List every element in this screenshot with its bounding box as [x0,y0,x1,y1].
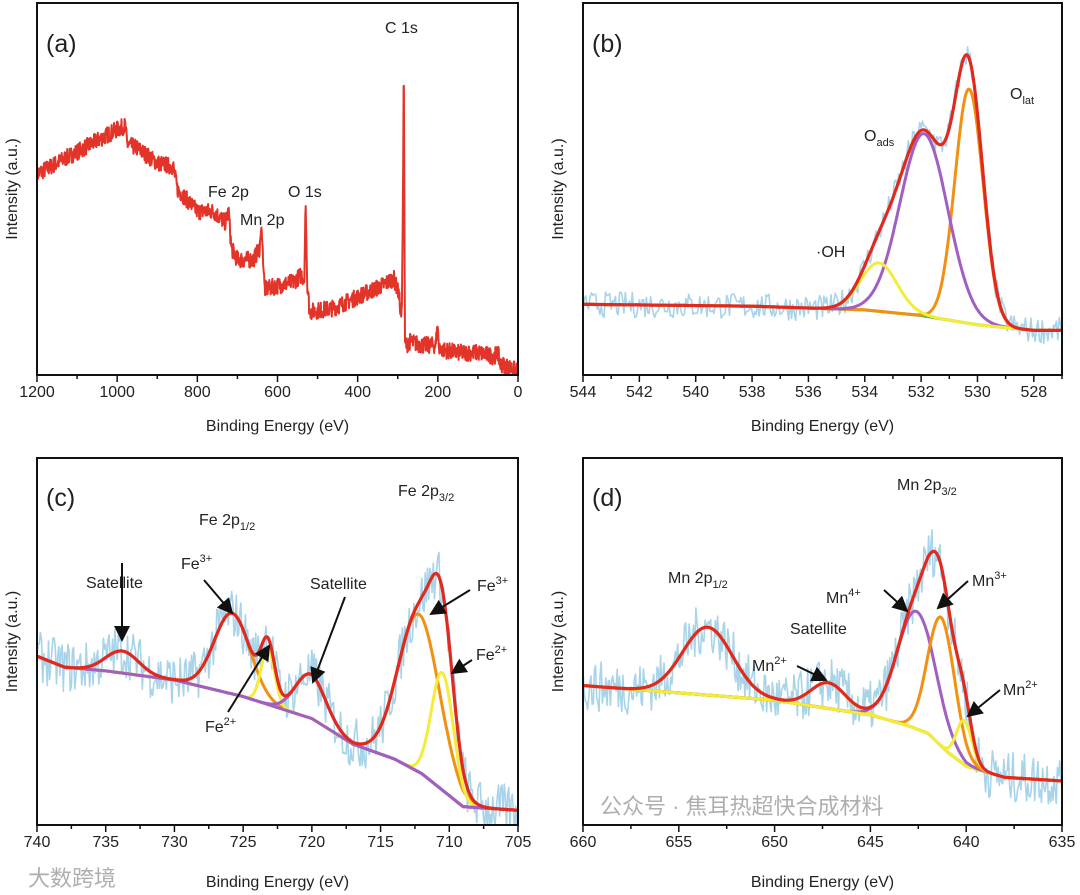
x-tick-label: 645 [857,834,884,851]
x-tick-label: 660 [570,834,597,851]
arrow [227,644,271,713]
series-component-o-lat [583,87,1062,332]
annotation-mn2-2: Mn2+ [1003,679,1038,699]
arrows-d [796,580,1001,718]
annotation-satellite-2: Satellite [310,576,367,593]
annotation-mn3: Mn3+ [972,570,1007,590]
annotation-o1s: O 1s [288,184,322,201]
x-tick-label: 532 [908,384,935,401]
x-tick-label: 640 [953,834,980,851]
x-tick-label: 800 [184,384,211,401]
y-axis-title: Intensity (a.u.) [550,138,567,239]
axes-frame [582,457,1063,826]
x-axis-title: Binding Energy (eV) [206,874,349,891]
annotation-mn4: Mn4+ [826,587,861,607]
x-tick-label: 400 [344,384,371,401]
panel-b: 544 542 540 538 536 534 532 530 528 Binding Energ… [550,2,1063,435]
plot-area [37,84,518,375]
x-tick-label: 538 [739,384,766,401]
x-axis-title: Binding Energy (eV) [206,418,349,435]
x-tick-label: 705 [505,834,532,851]
annotation-satellite-1: Satellite [86,575,143,592]
x-tick-label: 542 [626,384,653,401]
arrow [796,665,828,682]
watermark-right: 公众号 · 焦耳热超快合成材料 [600,794,884,819]
x-tick-label: 715 [367,834,394,851]
annotation-fe3-1: Fe3+ [181,553,212,573]
arrow [966,689,1001,718]
x-tick-label: 0 [514,384,523,401]
x-tick-label: 1200 [19,384,55,401]
series-component--oh [583,261,1062,332]
annotation-mn2-1: Mn2+ [752,655,787,675]
arrow [310,596,346,684]
series-envelope [37,571,518,812]
plot-area [583,46,1062,345]
annotation-fe2-2: Fe2+ [476,644,507,664]
watermark-left: 大数跨境 [28,866,116,891]
panel-label-b: (b) [592,30,623,58]
panel-label-a: (a) [46,30,77,58]
x-tick-label: 534 [851,384,878,401]
y-axis-title: Intensity (a.u.) [4,591,21,692]
annotation-c1s: C 1s [385,20,418,37]
annotation-mn2p32: Mn 2p3/2 [897,477,957,498]
y-axis-title: Intensity (a.u.) [4,138,21,239]
x-axis-title: Binding Energy (eV) [751,418,894,435]
x-tick-label: 540 [682,384,709,401]
x-tick-label: 528 [1020,384,1047,401]
annotation-fe2p: Fe 2p [208,184,249,201]
axes-frame [36,2,519,376]
arrow [450,658,473,675]
x-tick-label: 530 [964,384,991,401]
annotation-satellite-d: Satellite [790,621,847,638]
x-tick-label: 710 [436,834,463,851]
panel-d: 660 655 650 645 640 635 Binding Energy (eV) Int… [550,457,1076,891]
annotation-fe2p12: Fe 2p1/2 [199,512,255,533]
arrow [936,580,969,610]
panel-label-c: (c) [46,484,75,512]
x-tick-label: 655 [665,834,692,851]
series-raw-data [37,551,518,825]
x-tick-label: 600 [264,384,291,401]
x-tick-label: 544 [570,384,597,401]
y-axis-title: Intensity (a.u.) [550,591,567,692]
arrow [429,589,471,616]
x-tick-label: 1000 [99,384,135,401]
x-tick-label: 200 [424,384,451,401]
annotation-fe2-1: Fe2+ [205,716,236,736]
plot-area [37,551,518,825]
annotation-fe2p32: Fe 2p3/2 [398,483,454,504]
series-raw-data [583,529,1062,805]
annotation-olat: Olat [1010,86,1034,107]
annotation-oh: ·OH [816,244,845,261]
axes-frame [582,2,1063,376]
x-tick-label: 735 [92,834,119,851]
annotation-oads: Oads [864,128,895,149]
plot-area [583,529,1062,805]
series-survey [37,84,518,375]
annotation-mn2p12: Mn 2p1/2 [668,570,728,591]
arrow [883,589,909,613]
series-envelope [583,53,1062,332]
series-raw-data [583,46,1062,345]
series-component-satellite-720-1 [37,654,518,812]
panel-c: 740 735 730 725 720 715 710 705 Binding Energy (… [4,457,532,891]
x-tick-label: 536 [795,384,822,401]
x-tick-label: 635 [1049,834,1076,851]
x-axis-title: Binding Energy (eV) [751,874,894,891]
series-envelope [583,549,1062,783]
x-tick-label: 650 [761,834,788,851]
x-tick-label: 740 [24,834,51,851]
annotation-fe3-2: Fe3+ [477,575,508,595]
arrow [203,579,234,615]
x-tick-label: 730 [161,834,188,851]
annotation-mn2p: Mn 2p [240,212,285,229]
panel-a: 1200 1000 800 600 400 200 0 Binding Energy (eV)… [4,2,523,435]
arrows-c [114,563,473,713]
panel-label-d: (d) [592,484,623,512]
x-tick-label: 725 [230,834,257,851]
x-tick-label: 720 [299,834,326,851]
